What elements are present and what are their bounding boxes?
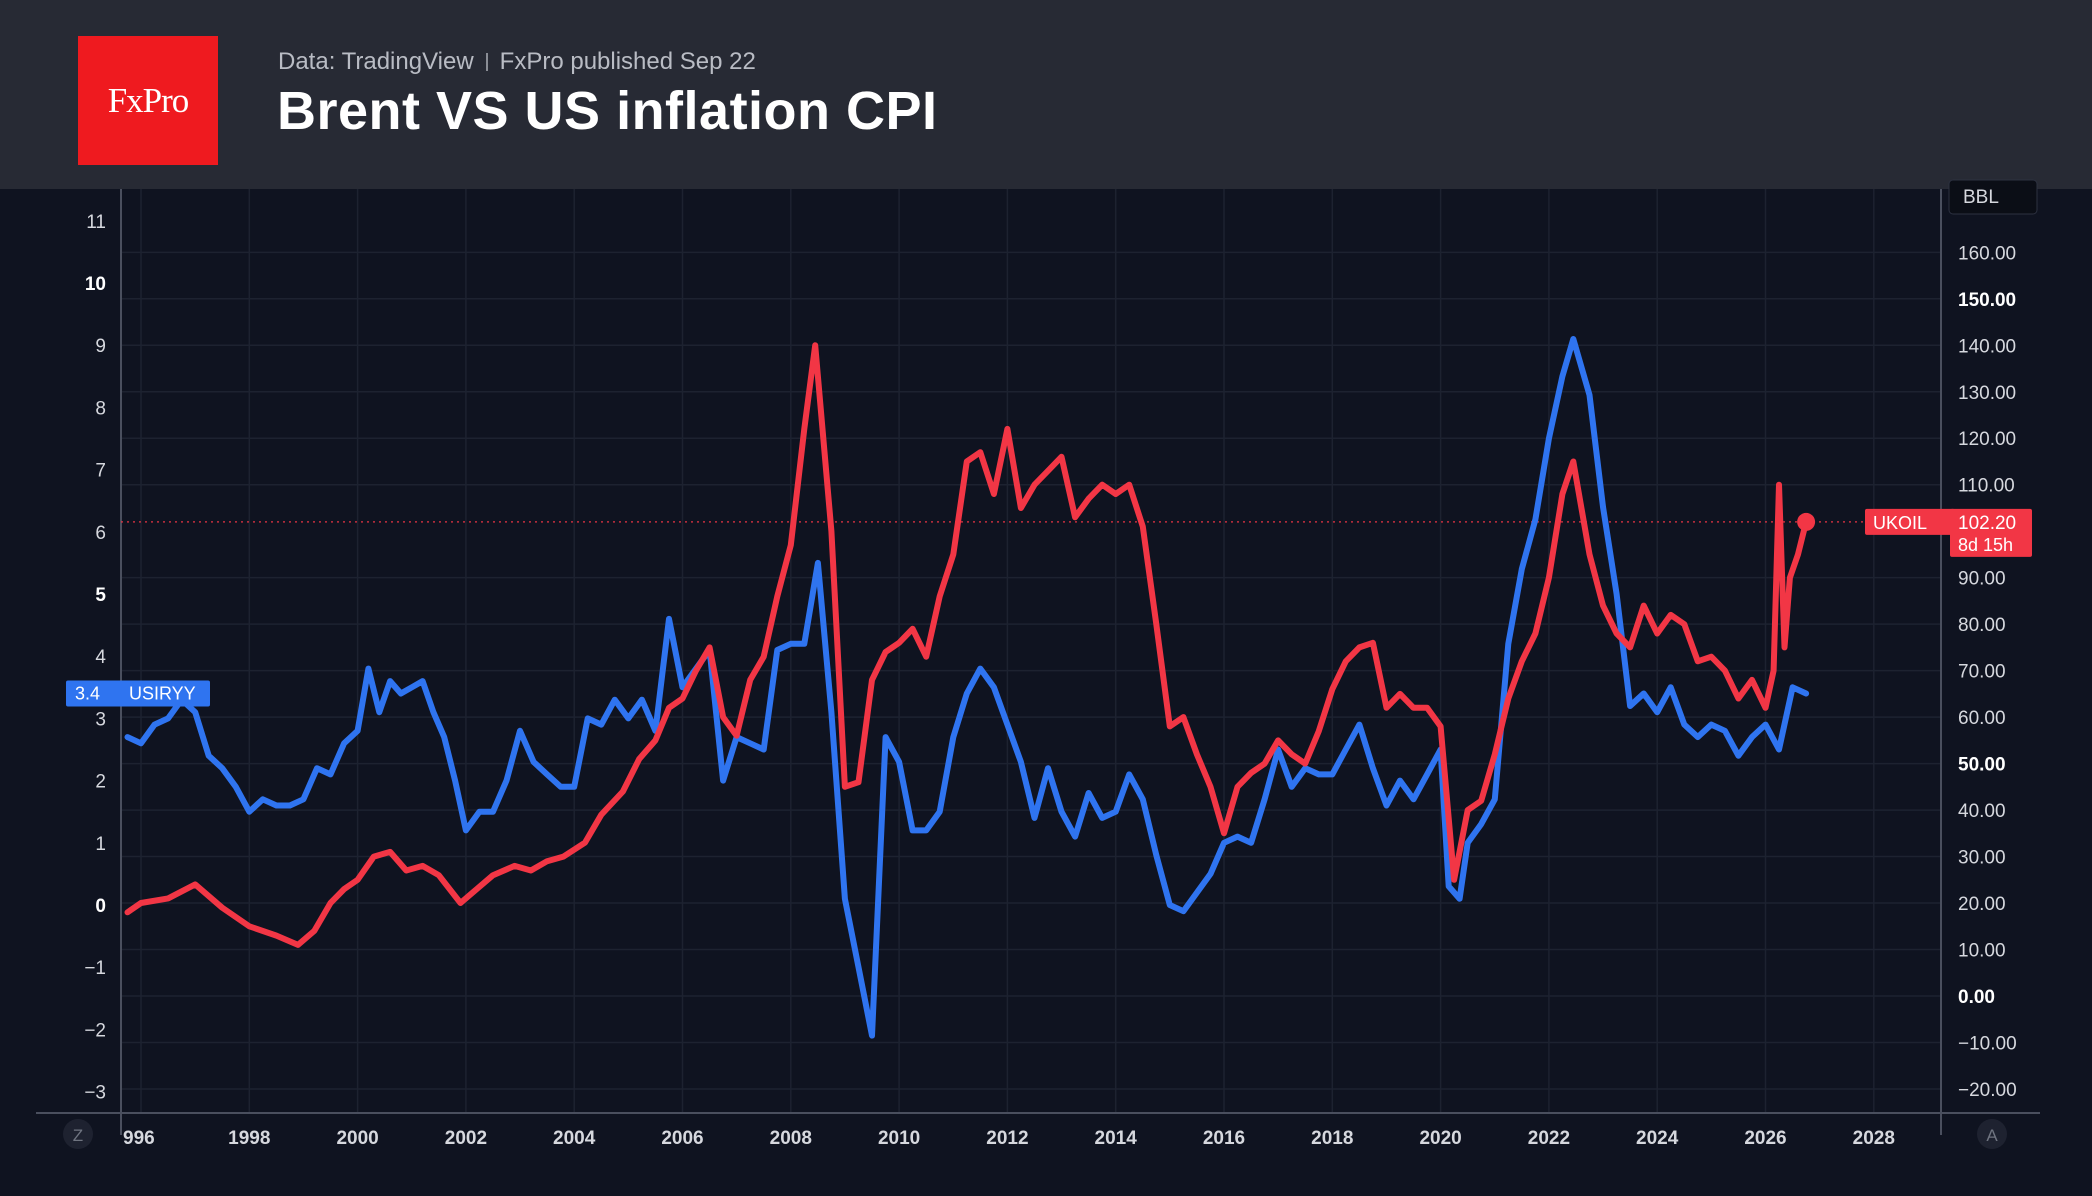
x-tick-label: 2026: [1744, 1128, 1786, 1149]
left-tick-label: −1: [84, 958, 106, 979]
x-tick-label: 2018: [1311, 1128, 1353, 1149]
header-bar: FxPro Data: TradingView FxPro published …: [0, 0, 2092, 189]
usiryy-series-name: USIRYY: [129, 684, 196, 704]
chart-grid: [121, 189, 1941, 1113]
left-tick-label: 5: [95, 585, 106, 606]
left-tick-label: 1: [95, 834, 106, 855]
ukoil-last-value: 102.20: [1958, 513, 2016, 534]
x-tick-label: 2016: [1203, 1128, 1245, 1149]
left-tick-label: 10: [85, 274, 106, 295]
subtitle: Data: TradingView FxPro published Sep 22: [278, 48, 756, 76]
ukoil-price-tag: UKOIL 102.20 8d 15h: [1865, 508, 2032, 557]
x-tick-label: 2010: [878, 1128, 920, 1149]
separator-divider: [485, 53, 488, 71]
left-tick-label: 9: [95, 336, 106, 357]
right-tick-label: 30.00: [1958, 848, 2006, 869]
ukoil-series-name: UKOIL: [1873, 513, 1927, 533]
x-tick-label: 1998: [228, 1128, 270, 1149]
right-tick-label: 80.00: [1958, 615, 2006, 636]
right-tick-label: 10.00: [1958, 941, 2006, 962]
x-tick-label: 2012: [986, 1128, 1028, 1149]
right-tick-label: −20.00: [1958, 1080, 2017, 1101]
left-tick-label: −3: [84, 1083, 106, 1104]
usiryy-price-tag: 3.4 USIRYY: [66, 680, 210, 707]
x-tick-label: 996: [123, 1128, 155, 1149]
left-axis-ticks: −3 −2 −1 0 1 2 3 4 5 6 7 8 9 10 11: [84, 212, 106, 1104]
page-title: Brent VS US inflation CPI: [277, 81, 938, 141]
x-tick-label: 2008: [770, 1128, 812, 1149]
right-axis-ticks: −20.00 −10.00 0.00 10.00 20.00 30.00 40.00 50.0…: [1958, 243, 2017, 1101]
ukoil-last-point: [1797, 512, 1816, 531]
right-tick-label: 20.00: [1958, 894, 2006, 915]
x-tick-label: 2020: [1419, 1128, 1461, 1149]
published-date: FxPro published Sep 22: [499, 48, 756, 75]
right-tick-label: 110.00: [1958, 476, 2015, 497]
corner-left-label: Z: [73, 1126, 83, 1145]
series-line-usiryy: [124, 336, 1810, 1039]
left-tick-label: 3: [95, 709, 106, 730]
left-tick-label: −2: [84, 1020, 106, 1041]
right-tick-label: 160.00: [1958, 243, 2016, 264]
series-layer: [124, 336, 1816, 1039]
x-axis-ticks: 996 1998 2000 2002 2004 2006 2008 2010 2012 2014 2…: [123, 1128, 1895, 1149]
x-tick-label: 2014: [1095, 1128, 1138, 1149]
right-tick-label: −10.00: [1958, 1033, 2017, 1054]
right-tick-label: 140.00: [1958, 336, 2016, 357]
right-tick-label: 0.00: [1958, 987, 1995, 1008]
left-tick-label: 11: [86, 212, 106, 233]
left-tick-label: 8: [95, 398, 106, 419]
left-tick-label: 2: [95, 772, 106, 793]
corner-left-button[interactable]: Z: [63, 1119, 93, 1149]
left-tick-label: 0: [95, 896, 106, 917]
bbl-unit-box: BBL: [1948, 179, 2038, 215]
right-tick-label: 40.00: [1958, 801, 2006, 822]
usiryy-last-value: 3.4: [75, 684, 100, 704]
left-tick-label: 4: [95, 647, 106, 668]
right-tick-label: 70.00: [1958, 662, 2006, 683]
left-tick-label: 7: [95, 461, 106, 482]
series-line-ukoil: [124, 342, 1810, 948]
data-source: Data: TradingView: [278, 48, 474, 75]
x-tick-label: 2024: [1636, 1128, 1679, 1149]
right-tick-label: 50.00: [1958, 755, 2006, 776]
bbl-unit-label: BBL: [1963, 187, 1999, 208]
corner-right-button[interactable]: A: [1977, 1119, 2007, 1149]
x-tick-label: 2006: [661, 1128, 703, 1149]
ukoil-countdown: 8d 15h: [1958, 535, 2013, 555]
x-tick-label: 2002: [445, 1128, 487, 1149]
right-tick-label: 120.00: [1958, 429, 2016, 450]
x-tick-label: 2022: [1528, 1128, 1570, 1149]
fxpro-logo: FxPro: [78, 36, 218, 165]
right-tick-label: 150.00: [1958, 290, 2016, 311]
left-tick-label: 6: [95, 523, 106, 544]
right-tick-label: 130.00: [1958, 383, 2016, 404]
x-tick-label: 2000: [336, 1128, 378, 1149]
corner-right-label: A: [1986, 1126, 1998, 1145]
x-tick-label: 2028: [1853, 1128, 1895, 1149]
right-tick-label: 90.00: [1958, 569, 2006, 590]
right-tick-label: 60.00: [1958, 708, 2006, 729]
x-tick-label: 2004: [553, 1128, 596, 1149]
